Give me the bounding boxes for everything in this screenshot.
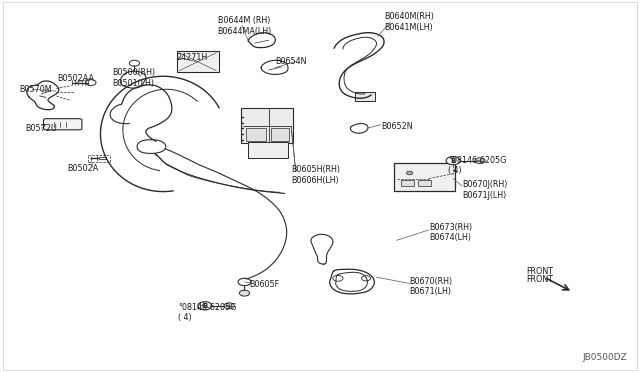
FancyBboxPatch shape bbox=[44, 119, 82, 130]
Text: B0605F: B0605F bbox=[250, 280, 280, 289]
Circle shape bbox=[333, 275, 343, 281]
FancyBboxPatch shape bbox=[177, 51, 219, 72]
FancyBboxPatch shape bbox=[401, 180, 414, 186]
Text: B: B bbox=[202, 303, 207, 309]
Text: FRONT: FRONT bbox=[526, 275, 553, 283]
Circle shape bbox=[446, 157, 460, 165]
Text: B0673(RH)
B0674(LH): B0673(RH) B0674(LH) bbox=[429, 222, 472, 243]
Circle shape bbox=[129, 60, 140, 66]
Circle shape bbox=[362, 276, 371, 281]
FancyBboxPatch shape bbox=[246, 128, 266, 141]
FancyBboxPatch shape bbox=[241, 108, 293, 143]
Text: B0570M: B0570M bbox=[19, 85, 52, 94]
Text: 24271H: 24271H bbox=[176, 53, 207, 62]
Circle shape bbox=[238, 278, 251, 286]
Text: FRONT: FRONT bbox=[526, 267, 553, 276]
Text: °08146-6205G
( 4): °08146-6205G ( 4) bbox=[178, 302, 236, 323]
Text: B0572U: B0572U bbox=[26, 124, 58, 133]
Text: B0605H(RH)
B0606H(LH): B0605H(RH) B0606H(LH) bbox=[291, 165, 340, 185]
FancyBboxPatch shape bbox=[248, 142, 288, 158]
Text: B0670J(RH)
B0671J(LH): B0670J(RH) B0671J(LH) bbox=[462, 180, 508, 200]
Circle shape bbox=[86, 80, 96, 86]
Circle shape bbox=[198, 302, 212, 310]
Text: JB0500DZ: JB0500DZ bbox=[582, 353, 627, 362]
Text: B: B bbox=[451, 158, 456, 164]
Text: B0502AA: B0502AA bbox=[58, 74, 95, 83]
Text: °08146-6205G
( 4): °08146-6205G ( 4) bbox=[448, 155, 506, 176]
FancyBboxPatch shape bbox=[394, 163, 455, 191]
Circle shape bbox=[224, 303, 234, 309]
Text: B0640M(RH)
B0641M(LH): B0640M(RH) B0641M(LH) bbox=[384, 12, 434, 32]
Text: B0644M (RH)
B0644MA(LH): B0644M (RH) B0644MA(LH) bbox=[218, 16, 272, 36]
FancyBboxPatch shape bbox=[271, 128, 289, 141]
FancyBboxPatch shape bbox=[355, 92, 375, 101]
FancyBboxPatch shape bbox=[418, 180, 431, 186]
Circle shape bbox=[475, 158, 485, 164]
Text: B0502A: B0502A bbox=[67, 164, 99, 173]
Circle shape bbox=[406, 171, 413, 175]
Text: B0500(RH)
B0501(LH): B0500(RH) B0501(LH) bbox=[112, 68, 155, 88]
Text: B0654N: B0654N bbox=[275, 57, 307, 66]
Text: B0670(RH)
B0671(LH): B0670(RH) B0671(LH) bbox=[410, 276, 452, 296]
Circle shape bbox=[239, 290, 250, 296]
Text: B0652N: B0652N bbox=[381, 122, 412, 131]
